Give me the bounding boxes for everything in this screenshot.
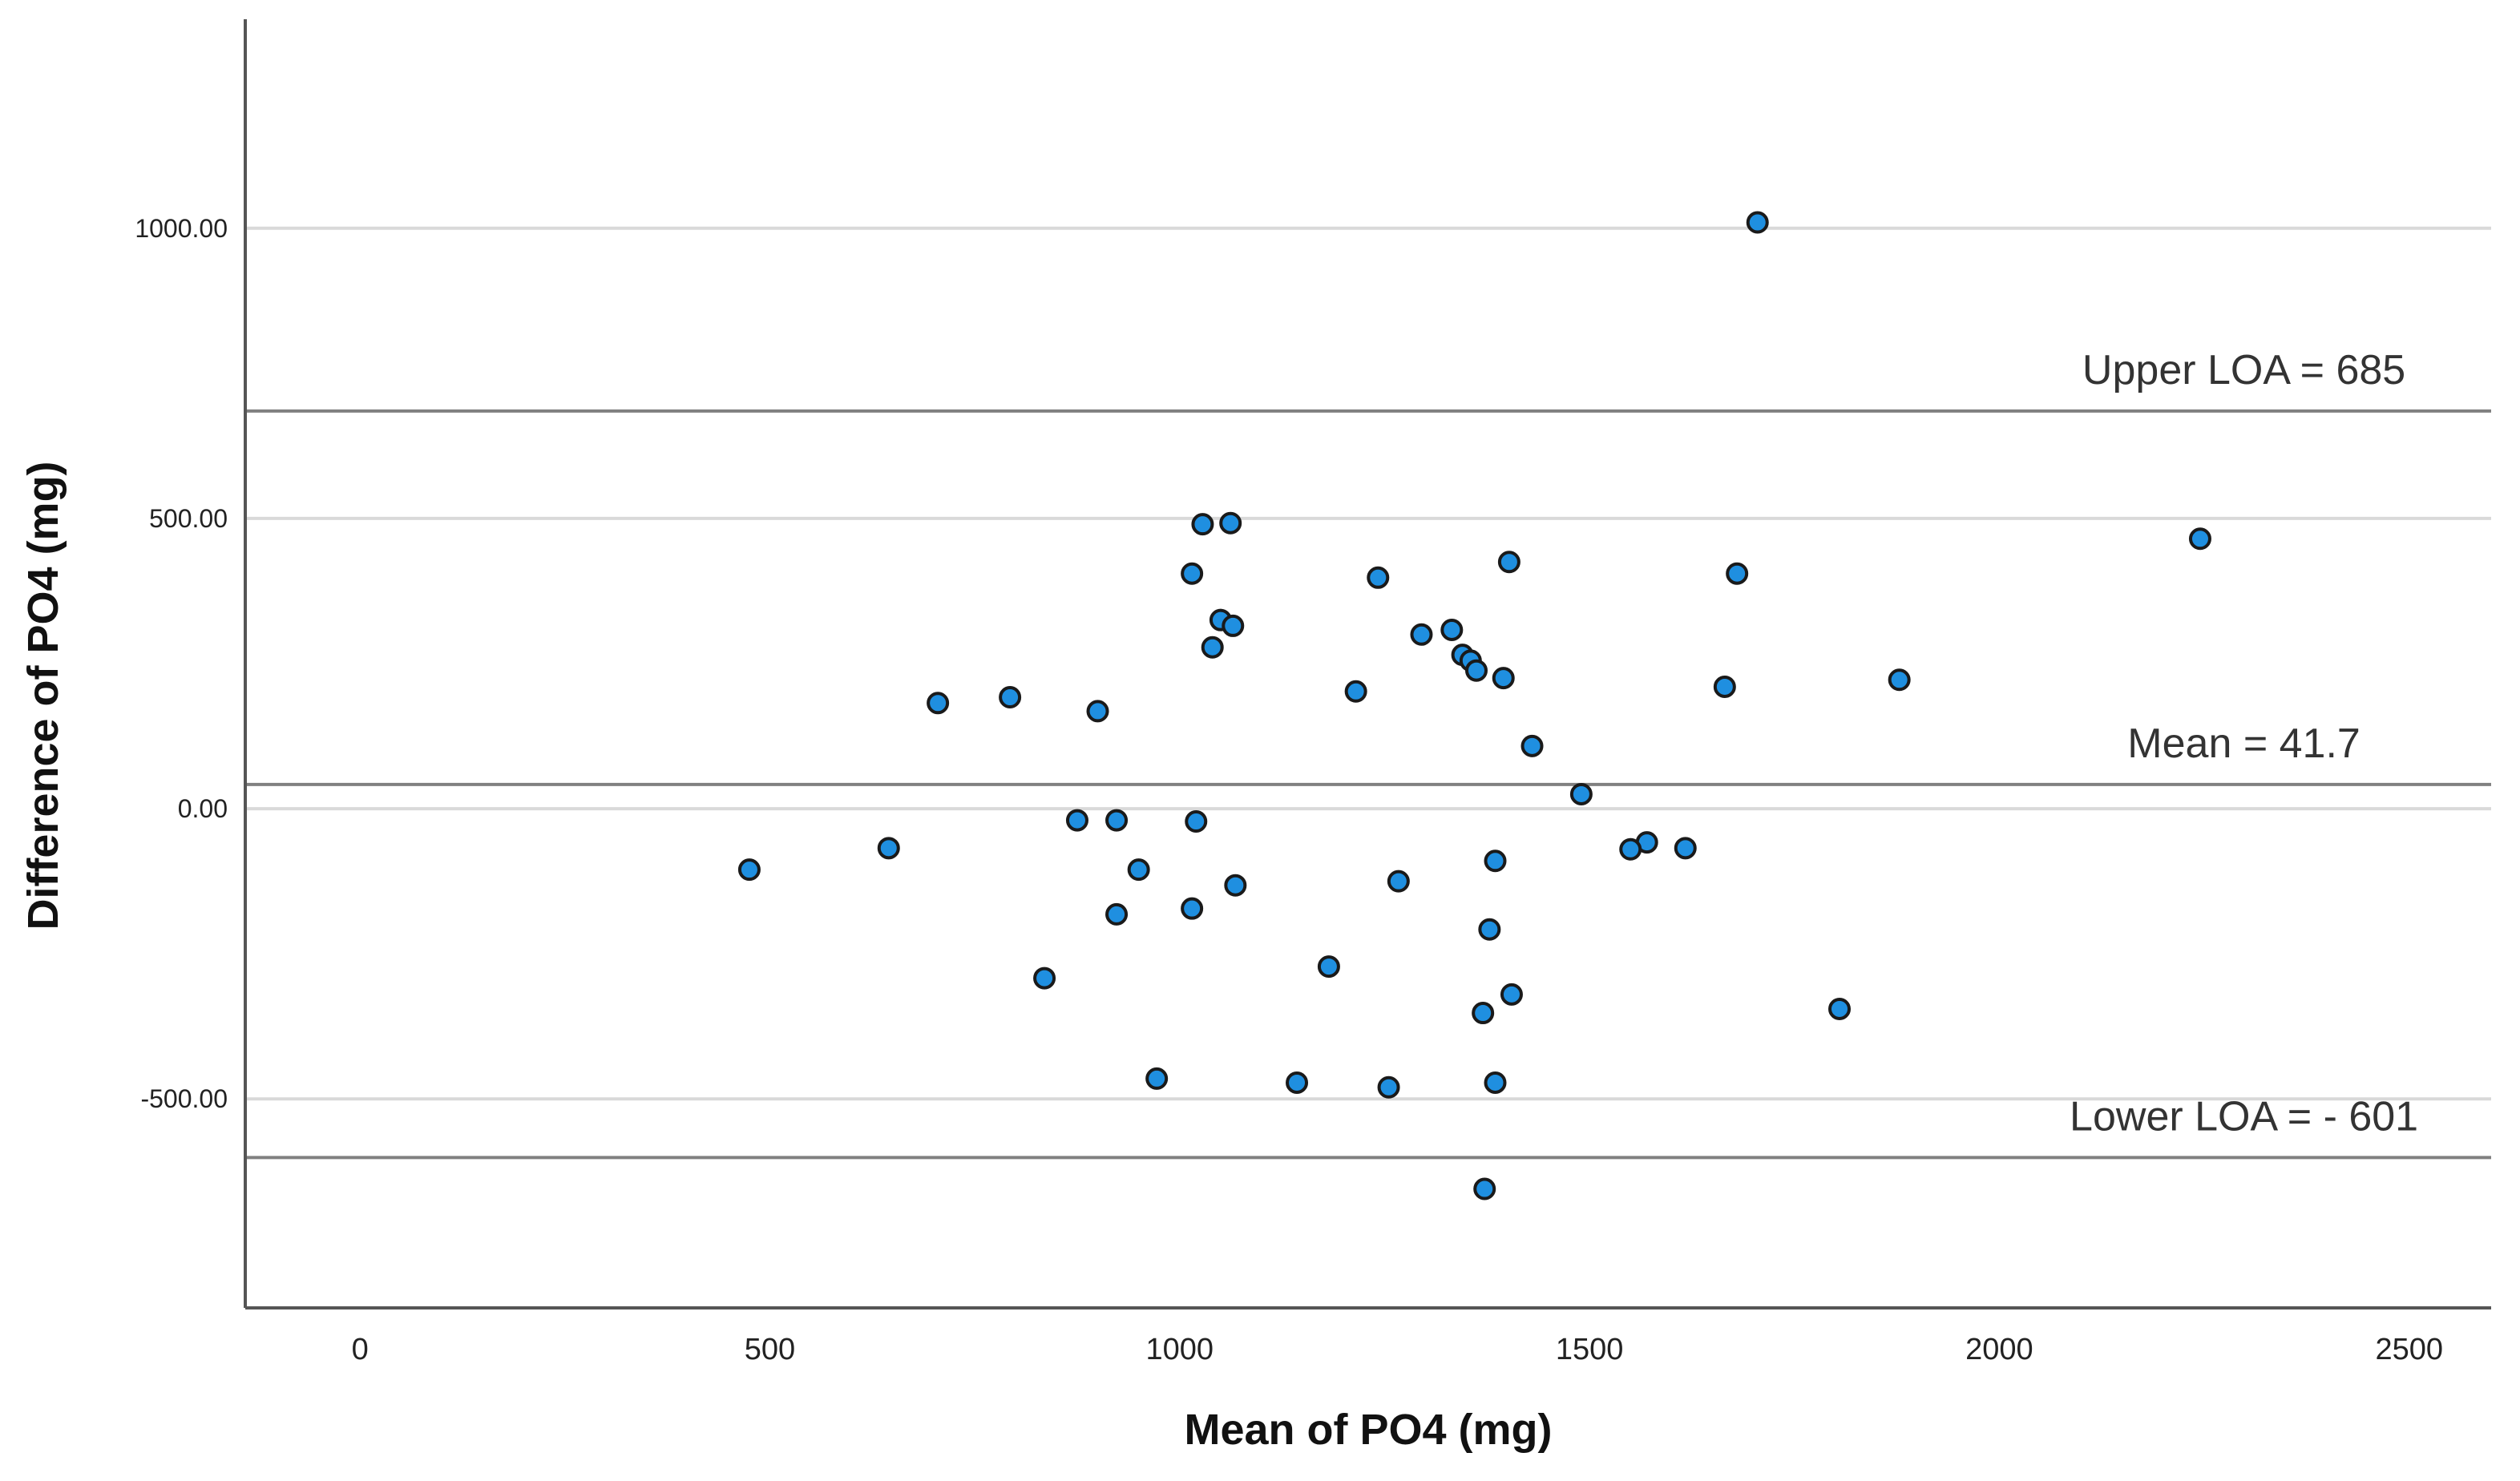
data-point-33 <box>1127 858 1150 882</box>
data-point-2 <box>1191 513 1214 536</box>
data-point-5 <box>1367 566 1390 589</box>
data-point-46 <box>1286 1071 1309 1094</box>
axes <box>244 19 2491 1309</box>
data-point-21 <box>999 686 1022 709</box>
x-tick-label-4: 2000 <box>1965 1333 2033 1366</box>
y-axis-title: Difference of PO4 (mg) <box>19 461 67 930</box>
reference-line-label-0: Upper LOA = 685 <box>2082 347 2405 393</box>
reference-line-labels: Upper LOA = 685 Mean = 41.7 Lower LOA = - … <box>2070 347 2418 1140</box>
x-tick-label-0: 0 <box>352 1333 369 1366</box>
x-tick-label-5: 2500 <box>2375 1333 2443 1366</box>
data-point-17 <box>1888 668 1911 692</box>
y-tick-labels: -500.00 0.00 500.00 1000.00 <box>135 214 228 1113</box>
data-point-44 <box>1828 997 1852 1020</box>
data-point-40 <box>1317 955 1340 979</box>
data-point-30 <box>1674 837 1697 860</box>
data-point-49 <box>1473 1177 1496 1201</box>
data-point-42 <box>1500 983 1523 1006</box>
data-point-11 <box>1410 623 1433 646</box>
y-tick-label-3: 1000.00 <box>135 214 228 243</box>
data-points <box>737 211 2211 1201</box>
data-point-3 <box>1219 511 1242 535</box>
data-point-7 <box>1726 562 1749 585</box>
data-point-16 <box>1492 667 1515 690</box>
data-point-39 <box>1478 918 1501 941</box>
x-tick-label-2: 1000 <box>1146 1333 1214 1366</box>
data-point-41 <box>1033 966 1056 990</box>
reference-lines <box>245 409 2491 1160</box>
reference-line-label-2: Lower LOA = - 601 <box>2070 1093 2418 1140</box>
gridlines <box>245 226 2491 1101</box>
data-point-34 <box>1484 849 1507 873</box>
data-point-18 <box>1713 675 1736 698</box>
x-tick-label-1: 500 <box>745 1333 795 1366</box>
data-point-36 <box>1224 874 1247 897</box>
data-point-45 <box>1145 1067 1169 1090</box>
y-tick-label-2: 500.00 <box>149 504 228 533</box>
data-point-43 <box>1472 1002 1495 1025</box>
data-point-10 <box>1440 618 1464 641</box>
data-point-37 <box>1181 897 1204 920</box>
data-point-31 <box>877 837 900 860</box>
y-tick-label-0: -500.00 <box>140 1084 228 1113</box>
data-point-12 <box>1201 636 1224 659</box>
data-point-32 <box>737 858 761 882</box>
data-point-48 <box>1377 1075 1400 1099</box>
data-point-24 <box>1569 782 1593 805</box>
data-point-6 <box>1497 551 1520 574</box>
x-axis-title: Mean of PO4 (mg) <box>1184 1406 1552 1454</box>
data-point-20 <box>927 692 950 715</box>
data-point-25 <box>1065 809 1088 832</box>
data-point-15 <box>1464 659 1488 682</box>
data-point-9 <box>1222 614 1245 637</box>
x-tick-labels: 0 500 1000 1500 2000 2500 <box>352 1333 2443 1366</box>
data-point-35 <box>1387 870 1410 893</box>
data-point-1 <box>2188 527 2211 551</box>
x-tick-label-3: 1500 <box>1556 1333 1624 1366</box>
data-point-4 <box>1181 562 1204 585</box>
data-point-29 <box>1619 837 1642 861</box>
data-point-23 <box>1520 734 1544 757</box>
data-point-0 <box>1746 211 1769 234</box>
data-point-27 <box>1185 810 1208 833</box>
reference-line-label-1: Mean = 41.7 <box>2127 720 2360 767</box>
data-point-19 <box>1344 680 1367 703</box>
data-point-26 <box>1105 809 1129 832</box>
data-point-22 <box>1086 700 1109 723</box>
data-point-47 <box>1484 1071 1507 1094</box>
y-tick-label-1: 0.00 <box>178 794 228 823</box>
data-point-38 <box>1105 902 1129 926</box>
